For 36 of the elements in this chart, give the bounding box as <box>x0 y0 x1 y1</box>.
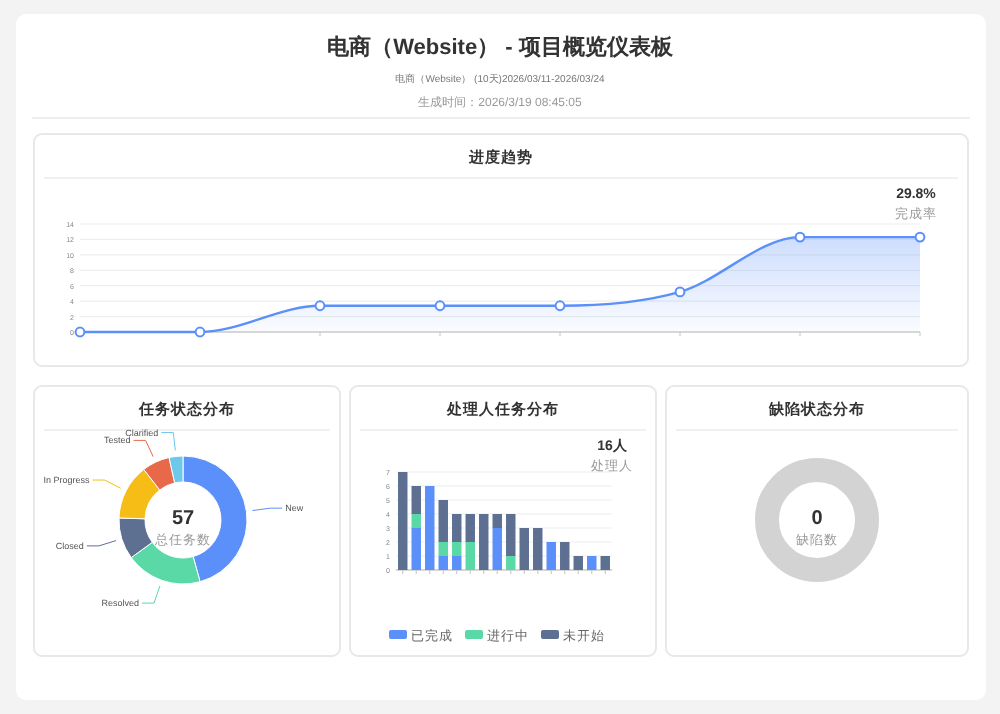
bar <box>465 514 475 542</box>
bar <box>465 542 475 570</box>
bar <box>600 556 610 570</box>
bar <box>587 556 597 570</box>
point <box>194 326 206 338</box>
bar <box>492 514 502 528</box>
point <box>794 231 806 243</box>
bar <box>573 556 583 570</box>
bar <box>452 556 462 570</box>
bar <box>411 528 421 570</box>
bar <box>492 528 502 570</box>
bar <box>425 486 435 570</box>
point <box>314 300 326 312</box>
bar <box>533 528 543 570</box>
point <box>74 326 86 338</box>
bar <box>479 514 489 570</box>
text: 57 <box>171 508 195 530</box>
bar <box>519 528 529 570</box>
bar <box>506 514 516 556</box>
bar <box>411 486 421 514</box>
point <box>434 300 446 312</box>
bar <box>411 514 421 528</box>
text: 电商（Website） - 项目概览仪表板 <box>327 34 675 60</box>
bar <box>546 542 556 570</box>
bar <box>506 556 516 570</box>
bar <box>438 500 448 542</box>
text: 0 <box>811 508 824 530</box>
bar <box>438 556 448 570</box>
point <box>554 300 566 312</box>
point <box>674 286 686 298</box>
bar <box>398 472 408 570</box>
bar <box>452 542 462 556</box>
bar <box>560 542 570 570</box>
bar <box>438 542 448 556</box>
point <box>914 231 926 243</box>
bar <box>452 514 462 542</box>
